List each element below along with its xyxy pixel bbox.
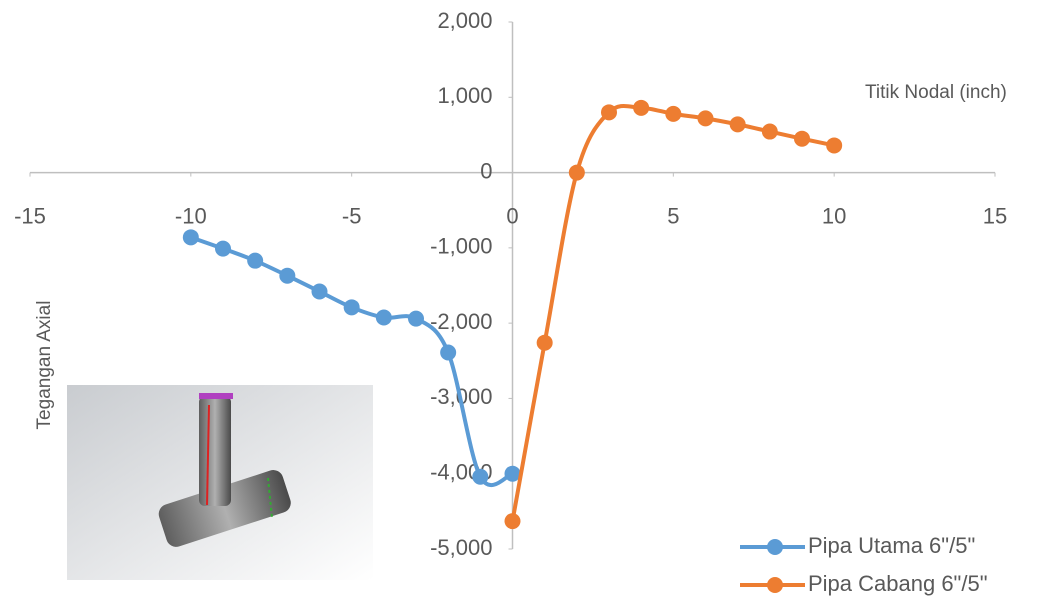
data-point	[505, 513, 521, 529]
y-tick-label: 1,000	[437, 83, 492, 108]
data-point	[344, 299, 360, 315]
data-point	[472, 469, 488, 485]
data-point	[665, 106, 681, 122]
y-tick-label: 0	[480, 158, 492, 183]
data-point	[247, 253, 263, 269]
data-point	[569, 165, 585, 181]
legend-label: Pipa Utama 6"/5"	[808, 533, 975, 558]
legend-label: Pipa Cabang 6"/5"	[808, 571, 988, 596]
x-tick-label: -10	[175, 203, 207, 228]
legend-marker	[767, 539, 783, 555]
y-axis-label: Tegangan Axial	[34, 301, 55, 430]
x-tick-label: -5	[342, 203, 362, 228]
model-inset	[67, 385, 373, 580]
series-line	[513, 106, 835, 521]
y-tick-label: -5,000	[430, 535, 492, 560]
data-point	[698, 110, 714, 126]
data-point	[312, 284, 328, 300]
x-tick-label: 15	[983, 203, 1007, 228]
data-point	[537, 335, 553, 351]
data-point	[183, 229, 199, 245]
data-point	[762, 124, 778, 140]
chart: Titik Nodal (inch) Tegangan Axial -15 -10…	[0, 0, 1040, 603]
data-point	[601, 104, 617, 120]
y-tick-label: -2,000	[430, 309, 492, 334]
x-tick-label: 0	[506, 203, 518, 228]
data-point	[408, 311, 424, 327]
x-tick-label: 5	[667, 203, 679, 228]
y-tick-label: 2,000	[437, 8, 492, 33]
x-axis-label: Titik Nodal (inch)	[865, 82, 1007, 103]
data-point	[794, 131, 810, 147]
data-point	[633, 100, 649, 116]
data-point	[826, 137, 842, 153]
data-point	[279, 268, 295, 284]
legend-marker	[767, 577, 783, 593]
x-tick-label: -15	[14, 203, 46, 228]
x-tick-label: 10	[822, 203, 846, 228]
data-point	[215, 241, 231, 257]
data-point	[376, 309, 392, 325]
data-point	[440, 345, 456, 361]
y-tick-label: -1,000	[430, 234, 492, 259]
data-point	[730, 116, 746, 132]
